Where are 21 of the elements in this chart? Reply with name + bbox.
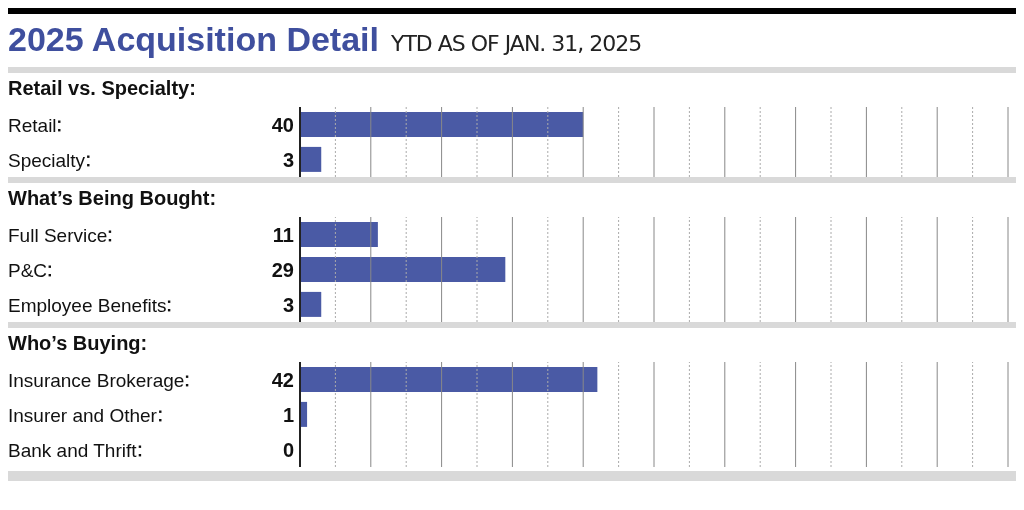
data-label: 1 bbox=[282, 403, 294, 426]
y-tick-label: P&C bbox=[8, 259, 48, 281]
y-tick-label: Retail bbox=[8, 114, 57, 136]
y-tick-label: Full Service bbox=[8, 224, 108, 246]
y-axis-title: Retail vs. Specialty: bbox=[8, 77, 196, 100]
y-tick-label: Specialty bbox=[8, 149, 86, 171]
data-label: 40 bbox=[271, 113, 294, 136]
y-tick-label: Insurer and Other bbox=[8, 404, 158, 426]
data-label: 11 bbox=[272, 223, 294, 246]
y-tick-label: Bank and Thrift bbox=[8, 439, 138, 461]
data-label: 0 bbox=[282, 438, 294, 461]
y-axis-title: What’s Being Bought: bbox=[8, 187, 217, 210]
y-axis-title: Who’s Buying: bbox=[8, 332, 148, 355]
y-tick-label: Employee Benefits bbox=[8, 294, 167, 316]
data-label: 3 bbox=[282, 148, 294, 171]
chart-title: 2025 Acquisition Detail bbox=[8, 20, 379, 59]
data-label: 3 bbox=[282, 293, 294, 316]
y-tick-label: Insurance Brokerage bbox=[8, 369, 185, 391]
data-label: 42 bbox=[271, 368, 294, 391]
data-label: 29 bbox=[271, 258, 294, 281]
chart-subtitle: YTD AS OF JAN. 31, 2025 bbox=[390, 31, 642, 56]
